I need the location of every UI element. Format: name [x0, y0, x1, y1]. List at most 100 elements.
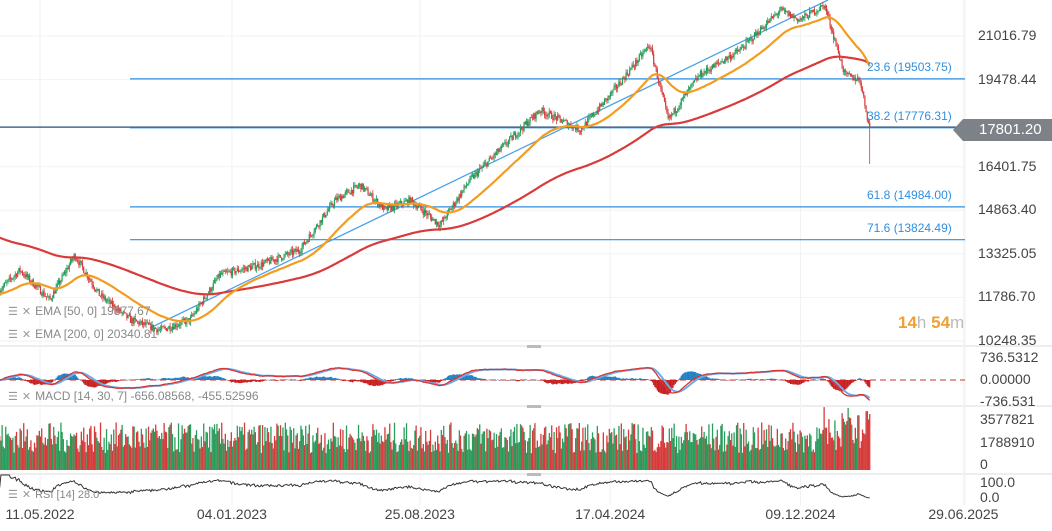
candle-body: [788, 12, 790, 16]
macd-histogram-bar: [739, 379, 741, 381]
volume-bar: [603, 450, 606, 470]
pane-resize-handle[interactable]: [527, 473, 541, 476]
macd-histogram-bar: [222, 377, 224, 380]
candle-body: [168, 326, 170, 329]
candle-body: [734, 50, 736, 54]
menu-icon[interactable]: ☰: [8, 489, 18, 501]
volume-bar: [349, 433, 351, 470]
macd-histogram-bar: [313, 377, 315, 380]
volume-bar: [540, 433, 542, 470]
macd-histogram-bar: [615, 377, 618, 380]
volume-bar: [289, 426, 291, 470]
volume-bar: [728, 431, 730, 470]
macd-histogram-bar: [607, 376, 609, 380]
trend-line[interactable]: [149, 0, 829, 329]
volume-bar: [218, 428, 220, 470]
volume-bar: [469, 449, 471, 470]
candle-body: [559, 115, 561, 119]
volume-bar: [672, 438, 674, 470]
candle-body: [423, 210, 426, 215]
volume-bar: [108, 441, 110, 470]
volume-bar: [836, 431, 838, 470]
candle-body: [638, 54, 640, 61]
macd-histogram-bar: [853, 380, 855, 382]
volume-bar: [546, 444, 548, 470]
macd-histogram-bar: [213, 375, 216, 380]
candle-body: [716, 62, 718, 65]
volume-bar: [701, 426, 703, 470]
candle-body: [717, 62, 720, 64]
macd-histogram-bar: [349, 380, 351, 382]
candle-body: [215, 280, 217, 282]
macd-histogram-bar: [656, 380, 658, 391]
menu-icon[interactable]: ☰: [8, 305, 18, 318]
macd-histogram-bar: [337, 378, 339, 380]
fib-level-label: 61.8 (14984.00): [867, 187, 952, 202]
macd-histogram-bar: [433, 380, 435, 383]
close-icon[interactable]: ✕: [21, 489, 32, 501]
volume-bar: [410, 447, 412, 470]
candle-body: [480, 167, 482, 169]
candle-body: [193, 313, 195, 316]
candle-body: [63, 271, 66, 275]
volume-bar: [138, 441, 140, 470]
candle-body: [463, 185, 465, 191]
volume-bar: [756, 447, 758, 470]
volume-bar: [37, 435, 39, 470]
volume-bar: [26, 429, 28, 470]
volume-bar: [495, 434, 498, 470]
volume-bar: [703, 431, 705, 470]
volume-bar: [779, 446, 781, 470]
candle-body: [576, 125, 578, 131]
candle-body: [662, 92, 664, 98]
volume-bar: [578, 423, 580, 470]
macd-histogram-bar: [216, 376, 218, 380]
volume-bar: [36, 435, 38, 470]
volume-bar: [77, 448, 79, 470]
macd-histogram-bar: [864, 380, 866, 383]
candle-body: [859, 79, 861, 83]
volume-bar: [145, 428, 147, 470]
volume-bar: [213, 424, 216, 470]
date-axis-label: 25.08.2023: [384, 506, 455, 522]
volume-bar: [545, 426, 547, 470]
macd-histogram-bar: [360, 380, 362, 383]
macd-histogram-bar: [795, 380, 798, 385]
volume-bar: [866, 410, 868, 470]
close-icon[interactable]: ✕: [21, 390, 32, 403]
candle-body: [486, 162, 488, 167]
volume-bar: [38, 430, 40, 470]
candle-body: [825, 5, 828, 12]
candle-body: [305, 242, 307, 245]
candle-body: [673, 108, 675, 114]
candle-body: [261, 262, 264, 267]
close-icon[interactable]: ✕: [21, 305, 32, 318]
volume-bar: [663, 442, 666, 470]
menu-icon[interactable]: ☰: [8, 328, 18, 341]
candle-body: [223, 270, 225, 272]
close-icon[interactable]: ✕: [21, 328, 32, 341]
macd-histogram-bar: [584, 379, 586, 380]
volume-bar: [731, 433, 733, 470]
macd-histogram-bar: [705, 376, 708, 380]
pane-resize-handle[interactable]: [527, 405, 541, 408]
candle-body: [158, 329, 160, 331]
macd-histogram-bar: [512, 380, 514, 381]
candle-body: [45, 296, 48, 298]
volume-bar: [519, 424, 522, 470]
macd-histogram-bar: [245, 380, 247, 383]
macd-histogram-bar: [608, 376, 610, 380]
volume-bar: [438, 443, 440, 470]
candle-body: [327, 209, 330, 212]
volume-bar: [98, 442, 100, 470]
macd-histogram-bar: [759, 379, 762, 380]
candle-body: [111, 301, 114, 307]
volume-bar: [541, 444, 543, 470]
macd-histogram-bar: [713, 378, 715, 380]
menu-icon[interactable]: ☰: [8, 390, 18, 403]
volume-bar: [441, 434, 444, 470]
candle-body: [727, 57, 729, 60]
pane-resize-handle[interactable]: [527, 345, 541, 348]
volume-bar: [589, 450, 591, 470]
